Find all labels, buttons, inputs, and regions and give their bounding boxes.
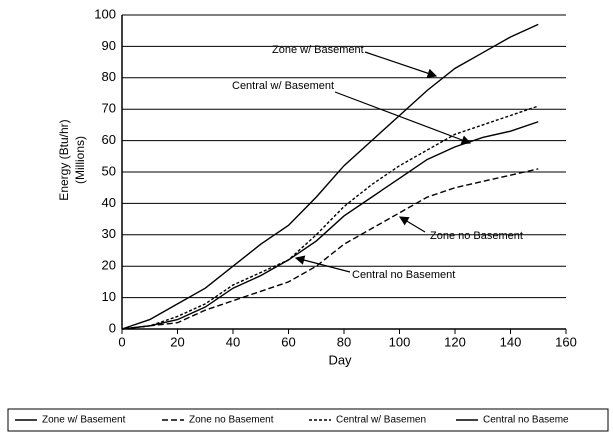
annotation: Zone w/ Basement [272,44,364,56]
x-tick-label: 140 [500,334,522,349]
x-tick-label: 160 [555,334,577,349]
y-axis-label: Energy (Btu/hr) [57,119,71,200]
series-line [121,121,539,330]
series-line [121,105,539,330]
y-tick-label: 40 [102,195,116,210]
arrow [398,216,426,233]
y-tick-label: 50 [102,163,116,178]
x-axis-label: Day [328,352,352,367]
y-tick-label: 90 [102,38,116,53]
y-tick-label: 20 [102,258,116,273]
series-line [121,168,539,330]
arrow [294,255,351,273]
legend-label: Zone w/ Basement [42,415,126,426]
arrow [364,51,438,78]
y-tick-label: 60 [102,132,116,147]
series-line [121,23,539,330]
y-axis-label: (Millions) [73,136,87,184]
y-tick-label: 100 [94,6,116,21]
x-tick-label: 40 [226,334,240,349]
annotation: Zone no Basement [430,230,523,242]
arrow [334,91,472,145]
x-tick-label: 80 [337,334,351,349]
y-tick-label: 30 [102,226,116,241]
x-tick-label: 120 [444,334,466,349]
x-tick-label: 100 [389,334,411,349]
y-tick-label: 0 [109,320,116,335]
annotation: Central w/ Basement [232,80,334,92]
y-tick-label: 10 [102,289,116,304]
y-tick-label: 80 [102,69,116,84]
legend-label: Central w/ Basemen [336,415,426,426]
legend-box [7,408,609,432]
annotation: Central no Basement [352,269,455,281]
legend-label: Zone no Basement [189,415,274,426]
annotations: Zone w/ Basement Central w/ Basement Zon… [232,44,523,281]
x-tick-label: 0 [118,334,125,349]
legend-label: Central no Baseme [483,415,569,426]
y-tick-label: 70 [102,101,116,116]
x-tick-label: 60 [281,334,295,349]
x-tick-label: 20 [170,334,184,349]
